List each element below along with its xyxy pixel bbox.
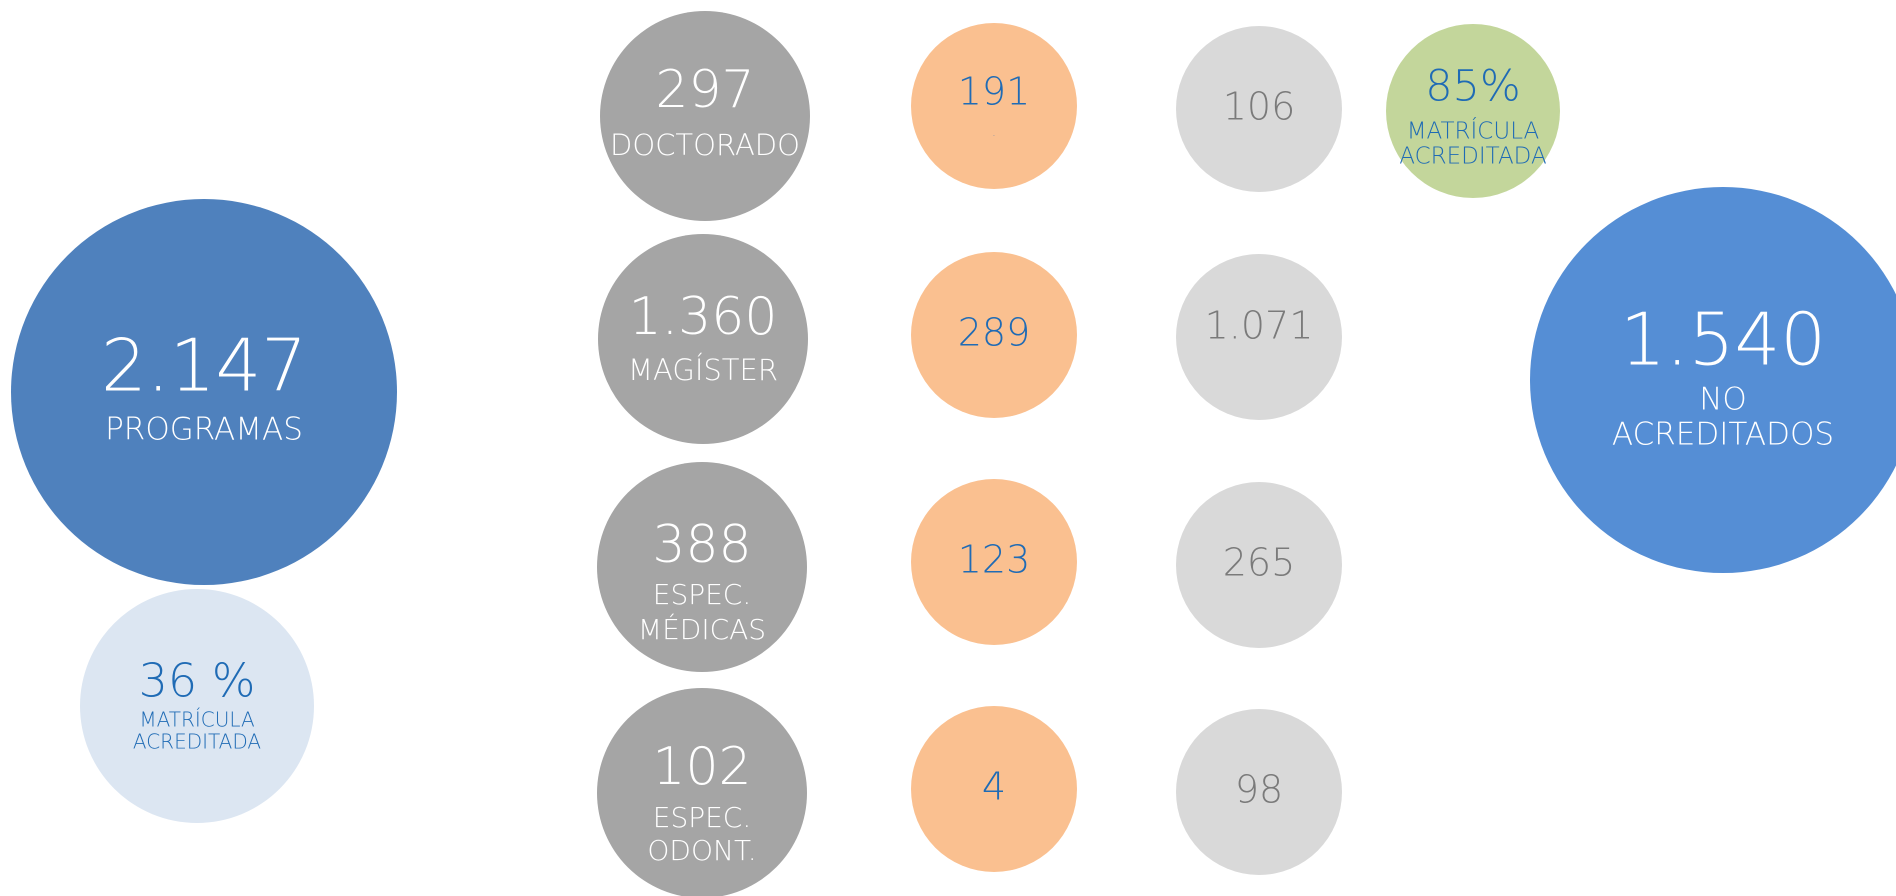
circle-label: MÉDICAS <box>638 612 766 646</box>
circle-label: DOCTORADO <box>610 128 800 162</box>
circle-label: . <box>992 128 995 139</box>
circle-value: 98 <box>1235 768 1283 812</box>
circle-value: 191 <box>958 70 1031 114</box>
circle <box>80 589 314 823</box>
circle-label: MATRÍCULA <box>1407 117 1540 145</box>
circle-label: ODONT. <box>647 834 756 867</box>
circle-label: NO <box>1699 382 1747 418</box>
circle-label: ACREDITADA <box>133 730 262 754</box>
circle <box>597 462 807 672</box>
circle-value: 102 <box>652 737 751 797</box>
circle-value: 1.540 <box>1620 298 1826 382</box>
circle <box>600 11 810 221</box>
circle-value: 106 <box>1223 85 1296 129</box>
circle <box>598 234 808 444</box>
circle-value: 297 <box>655 60 754 120</box>
circle-label: MAGÍSTER <box>628 353 778 387</box>
circle <box>1176 254 1342 420</box>
circle-value: 2.147 <box>101 324 307 408</box>
circle-label: ESPEC. <box>653 578 752 611</box>
circle-value: 1.071 <box>1205 304 1314 348</box>
circle <box>911 252 1077 418</box>
circle-value: 289 <box>958 311 1031 355</box>
circle-value: 388 <box>652 515 751 575</box>
circle-value: 4 <box>982 765 1006 809</box>
circle <box>1176 482 1342 648</box>
circle <box>597 688 807 896</box>
circle <box>1386 24 1560 198</box>
circle <box>1176 709 1342 875</box>
circle-value: 85% <box>1425 62 1521 112</box>
circle <box>911 479 1077 645</box>
circle-value: 123 <box>958 538 1031 582</box>
circle-label: MATRÍCULA <box>139 708 255 732</box>
circle-value: 1.360 <box>629 287 778 347</box>
circle-label: ACREDITADOS <box>1612 417 1834 453</box>
circle-label: ESPEC. <box>653 801 752 834</box>
circle <box>911 706 1077 872</box>
circle <box>1530 187 1896 573</box>
circle <box>911 23 1077 189</box>
circle <box>1176 26 1342 192</box>
circle-value: 36 % <box>139 654 256 708</box>
circle-label: PROGRAMAS <box>105 412 303 448</box>
circle-value: 265 <box>1223 541 1296 585</box>
circle <box>11 199 397 585</box>
circle-label: ACREDITADA <box>1399 144 1546 170</box>
